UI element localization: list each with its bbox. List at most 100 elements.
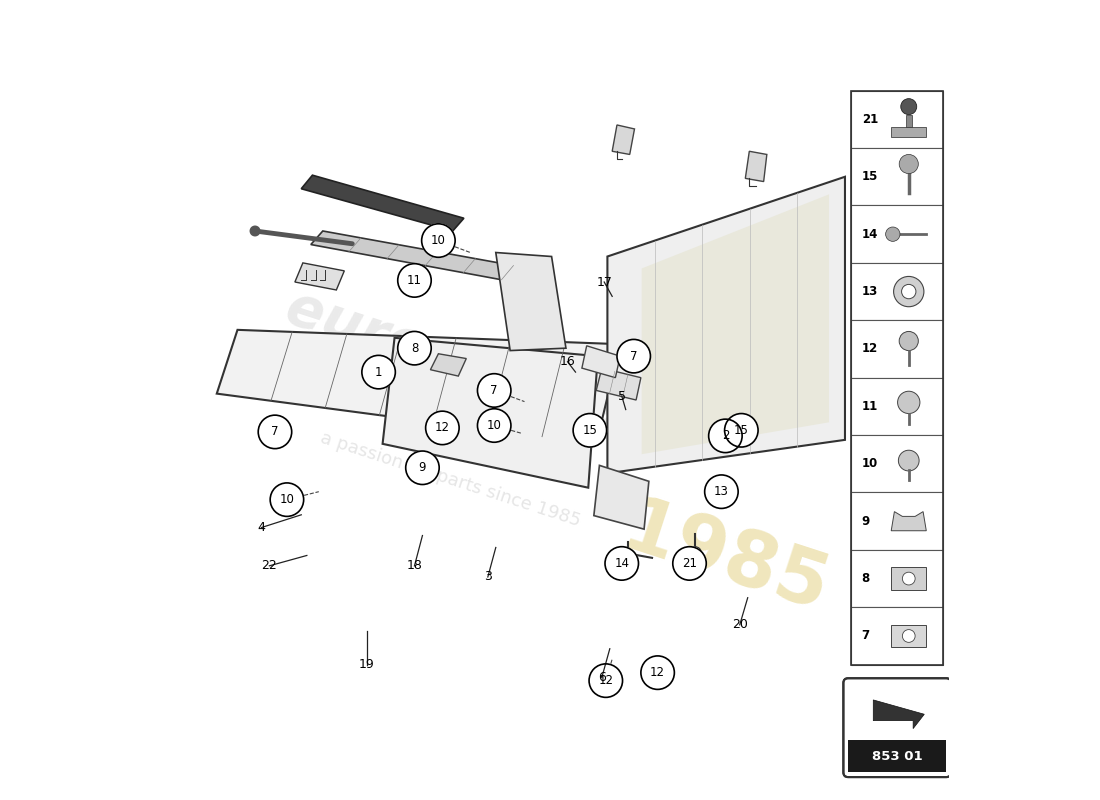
Text: 9: 9 [861, 514, 870, 528]
Polygon shape [641, 194, 829, 454]
Circle shape [426, 411, 459, 445]
Bar [851, 550, 943, 607]
Polygon shape [311, 231, 551, 286]
Bar [851, 607, 943, 665]
Circle shape [271, 483, 304, 516]
Text: 10: 10 [279, 493, 295, 506]
Text: a passion for parts since 1985: a passion for parts since 1985 [318, 429, 583, 530]
Polygon shape [383, 338, 597, 488]
FancyBboxPatch shape [844, 678, 952, 777]
Bar [851, 435, 943, 493]
Text: 16: 16 [560, 355, 575, 368]
Bar [851, 206, 943, 263]
Text: 18: 18 [407, 559, 422, 572]
Circle shape [477, 374, 510, 407]
Circle shape [617, 339, 650, 373]
Bar [851, 148, 943, 206]
Text: 22: 22 [262, 559, 277, 572]
Polygon shape [596, 368, 641, 400]
Text: 1985: 1985 [613, 491, 838, 627]
Text: 19: 19 [359, 658, 374, 671]
Polygon shape [746, 151, 767, 182]
Bar [851, 493, 943, 550]
Circle shape [705, 475, 738, 509]
Circle shape [477, 409, 510, 442]
Circle shape [398, 264, 431, 297]
Text: 7: 7 [630, 350, 638, 362]
Text: 12: 12 [861, 342, 878, 355]
Text: 6: 6 [598, 671, 606, 684]
Bar [891, 567, 926, 590]
Text: 7: 7 [272, 426, 278, 438]
Circle shape [406, 451, 439, 485]
Circle shape [398, 331, 431, 365]
Circle shape [899, 154, 918, 174]
Circle shape [901, 98, 916, 114]
Text: 10: 10 [861, 458, 878, 470]
Circle shape [689, 546, 702, 559]
Text: 11: 11 [861, 400, 878, 413]
Circle shape [902, 285, 916, 298]
Polygon shape [873, 700, 924, 729]
Text: 1: 1 [375, 366, 383, 378]
Circle shape [641, 656, 674, 690]
Text: 12: 12 [434, 422, 450, 434]
Text: 4: 4 [257, 521, 265, 534]
Circle shape [725, 414, 758, 447]
Circle shape [899, 450, 920, 471]
Bar [851, 378, 943, 435]
Polygon shape [613, 125, 635, 154]
Text: 7: 7 [491, 384, 498, 397]
Text: 7: 7 [861, 630, 870, 642]
Bar [905, 114, 912, 127]
Circle shape [708, 419, 742, 453]
Text: 21: 21 [861, 113, 878, 126]
Circle shape [362, 355, 395, 389]
Text: 853 01: 853 01 [872, 750, 923, 762]
Bar [851, 263, 943, 320]
Bar [891, 127, 926, 137]
Circle shape [902, 630, 915, 642]
Bar [851, 90, 943, 665]
Polygon shape [607, 177, 845, 474]
Bar [891, 625, 926, 647]
Polygon shape [594, 466, 649, 529]
Text: 5: 5 [618, 390, 626, 402]
Circle shape [898, 391, 920, 414]
Bar [851, 320, 943, 378]
Text: 14: 14 [614, 557, 629, 570]
Polygon shape [301, 175, 464, 231]
Circle shape [258, 415, 292, 449]
Polygon shape [496, 253, 565, 350]
Text: 20: 20 [732, 618, 748, 631]
Text: 17: 17 [596, 275, 612, 289]
Text: 15: 15 [861, 170, 878, 183]
Polygon shape [891, 512, 926, 530]
Circle shape [421, 224, 455, 258]
Bar [848, 740, 946, 772]
Circle shape [250, 226, 260, 236]
Circle shape [605, 546, 638, 580]
Polygon shape [582, 346, 620, 378]
Circle shape [886, 227, 900, 242]
Text: 8: 8 [861, 572, 870, 585]
Text: 8: 8 [410, 342, 418, 354]
Bar [851, 90, 943, 148]
Circle shape [673, 546, 706, 580]
Polygon shape [430, 354, 466, 376]
Text: 14: 14 [861, 228, 878, 241]
Circle shape [590, 664, 623, 698]
Text: 21: 21 [682, 557, 697, 570]
Text: 13: 13 [714, 485, 729, 498]
Text: 2: 2 [722, 430, 729, 442]
Text: 15: 15 [582, 424, 597, 437]
Text: 12: 12 [598, 674, 614, 687]
Circle shape [893, 277, 924, 306]
Circle shape [573, 414, 606, 447]
Text: 12: 12 [650, 666, 666, 679]
Text: 13: 13 [861, 285, 878, 298]
Text: 10: 10 [487, 419, 502, 432]
Text: eurospares: eurospares [279, 280, 629, 440]
Text: 15: 15 [734, 424, 749, 437]
Text: 10: 10 [431, 234, 446, 247]
